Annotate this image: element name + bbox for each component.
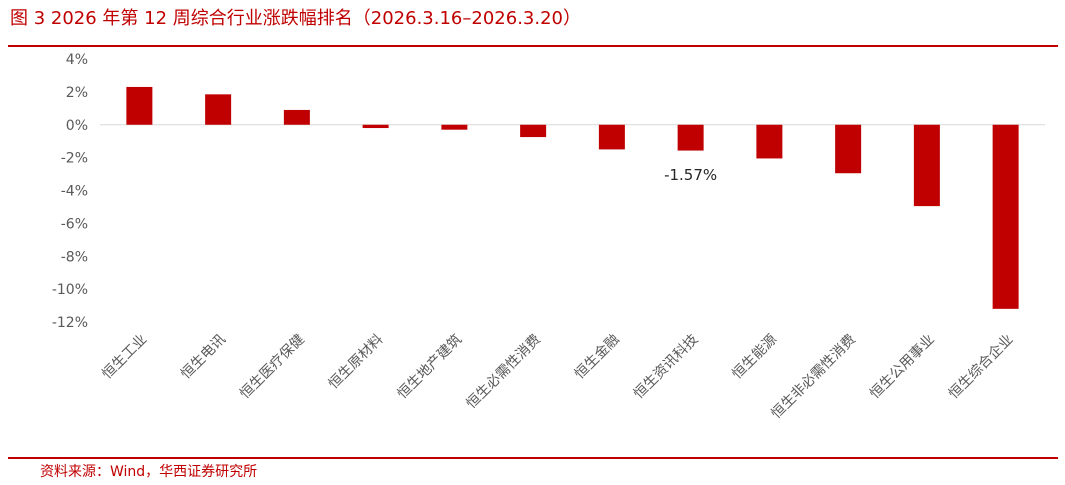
y-tick-label: 4%	[66, 52, 88, 68]
y-tick-label: -6%	[61, 216, 88, 232]
x-tick-label: 恒生地产建筑	[394, 332, 465, 403]
x-tick-label: 恒生公用事业	[867, 332, 938, 403]
x-tick-label: 恒生能源	[729, 332, 780, 383]
bar-8	[756, 124, 783, 159]
x-tick-label: 恒生资讯科技	[631, 332, 702, 403]
title-divider	[8, 45, 1058, 47]
y-tick-label: -4%	[61, 184, 88, 200]
x-tick-label: 恒生电讯	[178, 332, 229, 383]
bar-7	[677, 124, 704, 151]
bar-2	[283, 109, 310, 125]
source-note: 资料来源：Wind，华西证券研究所	[40, 464, 258, 480]
bar-11	[992, 124, 1019, 309]
y-tick-label: 0%	[66, 118, 88, 134]
x-tick-label: 恒生工业	[99, 332, 150, 383]
x-tick-label: 恒生必需性消费	[463, 332, 544, 413]
bar-1	[205, 94, 232, 125]
x-tick-label: 恒生金融	[572, 332, 623, 383]
x-tick-label: 恒生综合企业	[945, 331, 1016, 402]
x-tick-label: 恒生原材料	[326, 332, 387, 393]
x-tick-label: 恒生医疗保健	[237, 332, 308, 403]
y-tick-label: -10%	[52, 282, 88, 298]
bar-10	[913, 124, 940, 207]
bar-3	[362, 124, 389, 129]
y-tick-label: -2%	[61, 151, 88, 167]
bar-5	[520, 124, 547, 138]
y-tick-label: -8%	[61, 249, 88, 265]
bar-4	[441, 124, 468, 130]
chart-title: 图 3 2026 年第 12 周综合行业涨跌幅排名（2026.3.16–2026…	[10, 8, 581, 29]
bar-0	[126, 86, 153, 125]
bar-chart: 4% 2% 0% -2% -4% -6% -8% -10% -12% 恒生工业 恒生电讯 恒生医疗保健…	[52, 52, 1045, 423]
data-label: -1.57%	[664, 166, 717, 184]
footer-divider	[8, 457, 1058, 459]
x-tick-label: 恒生非必需性消费	[768, 332, 859, 423]
bar-9	[835, 124, 862, 174]
bar-6	[598, 124, 625, 150]
y-tick-label: -12%	[52, 315, 88, 331]
y-tick-label: 2%	[66, 85, 88, 101]
